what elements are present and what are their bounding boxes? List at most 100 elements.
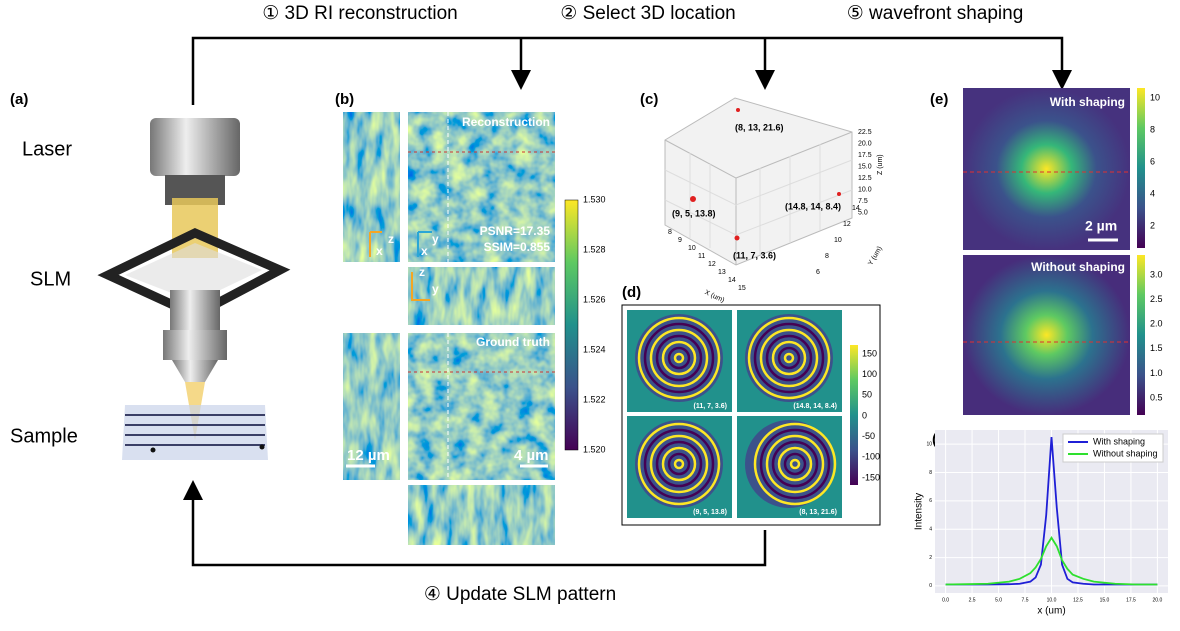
x-tick-label: 13 [718,269,726,276]
z-tick-label: 10.0 [858,186,872,193]
microscope-illustration [108,118,280,460]
colorbar [850,345,858,485]
focus-image [963,255,1130,415]
step-label: ② Select 3D location [560,3,735,24]
image-title: Without shaping [1031,260,1125,274]
y-tick-label: 8 [929,470,932,476]
colorbar-tick: -150 [862,472,880,482]
z-tick-label: 20.0 [858,140,872,147]
x-tick-label: 20.0 [1153,597,1163,603]
colorbar [1137,255,1145,415]
colorbar-tick: 3.0 [1150,269,1163,279]
x-tick-label: 10.0 [1047,597,1057,603]
axis-label: z [419,265,425,279]
z-tick-label: 5.0 [858,209,868,216]
phase-disk [635,420,723,508]
colorbar-tick: 1.528 [583,244,606,254]
x-tick-label: 15 [738,285,746,292]
colorbar-tick: 10 [1150,92,1160,102]
colorbar-tick: 4 [1150,188,1155,198]
legend-label: With shaping [1093,436,1145,446]
figure: ① 3D RI reconstruction ② Select 3D locat… [0,0,1180,626]
z-tick-label: 15.0 [858,163,872,170]
x-tick-label: 9 [678,237,682,244]
x-tick-label: 12 [708,261,716,268]
y-tick-label: 12 [843,221,851,228]
step-label: ⑤ wavefront shaping [847,3,1024,24]
axis-title: Y (um) [867,245,883,267]
y-tick-label: 2 [929,555,932,561]
panel-label: (e) [930,91,948,108]
component-label: Laser [22,138,72,160]
component-label: SLM [30,268,71,290]
axis-label: y [432,282,439,296]
colorbar-tick: 100 [862,369,877,379]
legend-label: Without shaping [1093,448,1158,458]
pattern-label: (11, 7, 3.6) [694,403,727,410]
y-tick-label: 10 [834,237,842,244]
axis-label: x [376,244,383,258]
colorbar-tick: 2.5 [1150,294,1163,304]
step-label: ① 3D RI reconstruction [262,3,458,24]
image-title: With shaping [1050,95,1125,109]
colorbar-tick: 2.0 [1150,319,1163,329]
z-tick-label: 7.5 [858,198,868,205]
image-title: Reconstruction [462,115,550,129]
panel-label: (c) [640,91,658,108]
colorbar-ticks: 1.530 1.528 1.526 1.524 1.522 1.520 [583,194,606,454]
x-tick-label: 8 [668,229,672,236]
y-tick-label: 8 [825,253,829,260]
colorbar-tick: 0 [862,410,867,420]
colorbar-tick: 1.520 [583,444,606,454]
pattern-label: (14.8, 14, 8.4) [793,403,837,410]
colorbar-tick: 8 [1150,124,1155,134]
axis-title: Z (um) [877,154,884,175]
colorbar-tick: 2 [1150,220,1155,230]
pattern-label: (8, 13, 21.6) [799,509,837,516]
colorbar-tick: 1.524 [583,344,606,354]
metric: PSNR=17.35 [480,224,551,238]
point-label: (8, 13, 21.6) [735,122,784,132]
y-tick-label: 10 [926,442,932,448]
point-label: (9, 5, 13.8) [672,208,716,218]
component-label: Sample [10,425,78,447]
axis-label: x [421,244,428,258]
y-tick-label: 4 [929,527,932,533]
colorbar-tick: 1.530 [583,194,606,204]
phase-disk [635,314,723,402]
colorbar [565,200,578,450]
y-axis-title: Intensity [914,493,925,530]
colorbar-tick: 1.526 [583,294,606,304]
scalebar-label: 4 µm [514,447,549,464]
colorbar [1137,88,1145,248]
x-tick-label: 10 [688,245,696,252]
image-title: Ground truth [476,335,550,349]
x-tick-label: 11 [698,253,705,260]
phase-disk [745,314,833,402]
step-label: ④ Update SLM pattern [424,584,616,605]
colorbar-tick: -100 [862,452,880,462]
x-tick-label: 15.0 [1100,597,1110,603]
scalebar-label: 2 µm [1085,218,1117,234]
y-tick-label: 6 [929,498,932,504]
point-label: (11, 7, 3.6) [733,250,776,260]
colorbar-tick: 0.5 [1150,392,1163,402]
x-tick-label: 14 [728,277,736,284]
x-tick-label: 2.5 [969,597,976,603]
panel-label: (d) [622,284,641,301]
panel-label: (a) [10,91,28,108]
x-axis-title: x (um) [1037,606,1065,617]
x-tick-label: 7.5 [1022,597,1029,603]
z-tick-label: 12.5 [858,175,872,182]
axis-title: X (um) [703,289,725,304]
y-tick-label: 0 [929,583,932,589]
colorbar-tick: 1.5 [1150,343,1163,353]
colorbar-tick: 1.0 [1150,368,1163,378]
point-label: (14.8, 14, 8.4) [785,201,841,211]
colorbar-tick: 1.522 [583,394,606,404]
colorbar-tick: 50 [862,390,872,400]
scalebar-label: 12 µm [347,447,390,464]
x-tick-label: 17.5 [1126,597,1136,603]
reconstruction-images [343,112,555,545]
